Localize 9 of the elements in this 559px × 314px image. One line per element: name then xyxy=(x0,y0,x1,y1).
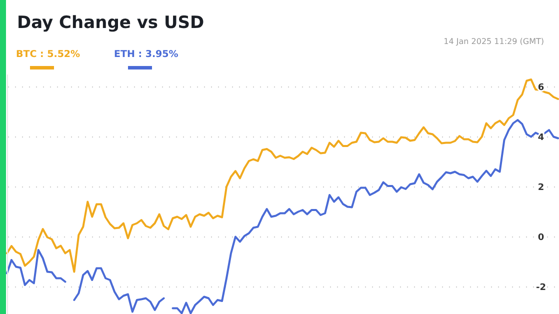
y-tick-label: 4 xyxy=(538,133,544,144)
chart-title: Day Change vs USD xyxy=(17,13,204,33)
text: ETH : 3.95% xyxy=(114,49,179,60)
text: BTC : 5.52% xyxy=(16,49,81,60)
line-series xyxy=(6,78,559,273)
text: 14 Jan 2025 11:29 (GMT) xyxy=(444,37,544,46)
y-tick-label: 0 xyxy=(538,233,544,244)
y-tick-label: 2 xyxy=(538,183,544,194)
y-tick-label: -2 xyxy=(536,283,546,294)
